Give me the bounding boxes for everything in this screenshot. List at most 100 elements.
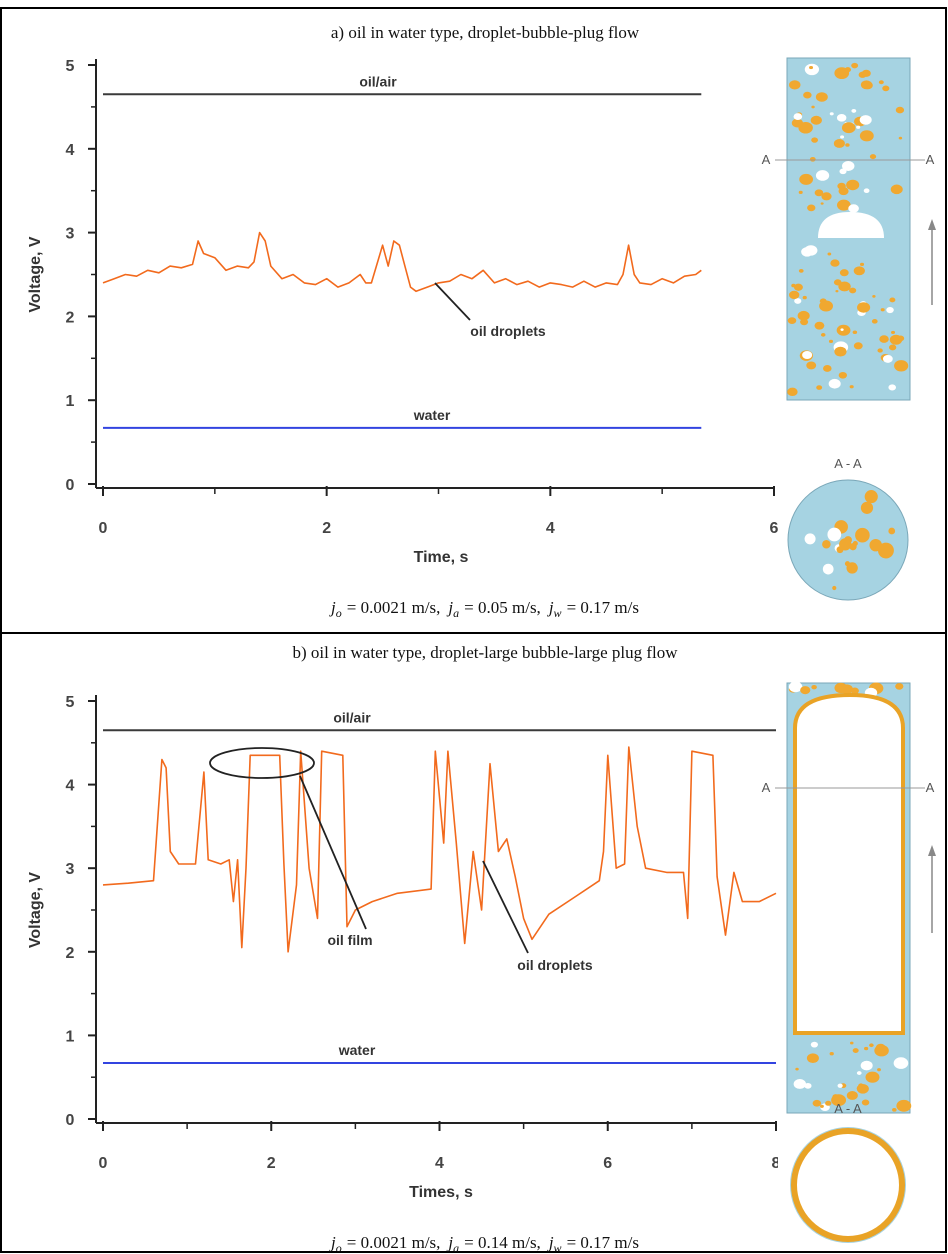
droplet xyxy=(798,190,803,194)
droplet xyxy=(865,1071,880,1083)
data-line xyxy=(102,231,702,293)
line-label: water xyxy=(338,1042,376,1058)
flow-rates: jo = 0.0021 m/s, ja = 0.14 m/s, jw = 0.17 m/s xyxy=(329,1233,639,1254)
value: = 0.0021 m/s, xyxy=(347,1233,441,1252)
panel-caption: a) oil in water type, droplet-bubble-plu… xyxy=(331,23,640,42)
y-tick-label: 3 xyxy=(66,861,75,878)
y-tick-label: 0 xyxy=(66,1112,75,1129)
droplet xyxy=(880,308,885,312)
droplet xyxy=(888,527,896,535)
section-mark: A xyxy=(762,780,771,795)
annotation: oil droplets xyxy=(517,957,593,973)
droplet xyxy=(897,335,905,342)
droplet xyxy=(820,333,826,337)
droplet xyxy=(838,281,851,292)
droplet xyxy=(877,348,883,353)
droplet xyxy=(829,112,834,116)
data-line xyxy=(102,746,777,953)
subscript: a xyxy=(453,1241,459,1254)
subscript: w xyxy=(554,1241,562,1254)
droplet xyxy=(869,1043,874,1048)
droplet xyxy=(849,1041,854,1045)
droplet xyxy=(852,330,858,335)
droplet xyxy=(789,80,801,90)
panel-caption: b) oil in water type, droplet-large bubb… xyxy=(292,643,678,662)
droplet xyxy=(809,157,816,162)
symbol: j xyxy=(547,1233,554,1252)
section-mark: A xyxy=(926,152,935,167)
droplet xyxy=(811,684,817,690)
y-tick-label: 2 xyxy=(66,945,75,962)
x-axis-label: Times, s xyxy=(409,1184,473,1201)
droplet xyxy=(882,354,893,363)
subscript: a xyxy=(453,606,459,620)
leader-line xyxy=(434,282,471,321)
droplet xyxy=(841,122,856,134)
droplet xyxy=(888,384,897,391)
droplet xyxy=(860,80,873,90)
droplet xyxy=(793,113,803,121)
y-tick-label: 3 xyxy=(66,226,75,243)
droplet xyxy=(858,71,867,78)
droplet xyxy=(895,106,905,114)
x-tick-label: 4 xyxy=(546,520,555,537)
droplet xyxy=(834,346,847,357)
y-tick-label: 5 xyxy=(66,58,75,75)
droplet xyxy=(815,170,830,181)
section-mark: A xyxy=(926,780,935,795)
droplet xyxy=(889,297,896,303)
droplet xyxy=(851,62,859,69)
x-tick-label: 6 xyxy=(770,520,779,537)
annotation: oil droplets xyxy=(470,323,546,339)
droplet xyxy=(832,585,837,591)
droplet xyxy=(882,85,890,92)
droplet xyxy=(827,252,832,256)
droplet xyxy=(839,538,852,551)
droplet xyxy=(851,108,857,113)
droplet xyxy=(894,360,909,372)
droplet xyxy=(861,1099,870,1106)
x-tick-label: 0 xyxy=(99,520,108,537)
schematic: A A A - A xyxy=(762,50,943,620)
droplet xyxy=(802,295,807,300)
droplet xyxy=(856,125,861,129)
droplet xyxy=(828,339,834,344)
droplet xyxy=(877,1068,881,1072)
droplet xyxy=(831,1094,847,1107)
x-tick-label: 8 xyxy=(772,1155,781,1172)
droplet xyxy=(838,371,847,379)
droplet xyxy=(895,683,904,690)
droplet xyxy=(830,259,840,267)
line-label: oil/air xyxy=(333,709,371,725)
y-tick-label: 4 xyxy=(66,142,75,159)
droplet xyxy=(850,687,859,695)
y-axis-label: Voltage, V xyxy=(27,236,44,312)
value: = 0.17 m/s xyxy=(567,1233,639,1252)
droplet xyxy=(891,330,896,335)
arrow-head xyxy=(928,845,936,856)
droplet xyxy=(835,289,839,293)
droplet xyxy=(844,561,851,567)
leader-line xyxy=(482,860,529,954)
droplet xyxy=(836,324,851,336)
droplet xyxy=(787,387,798,397)
y-tick-label: 1 xyxy=(66,1028,75,1045)
panel: b) oil in water type, droplet-large bubb… xyxy=(27,643,943,1254)
droplet xyxy=(855,527,870,543)
droplet xyxy=(787,317,797,325)
symbol: j xyxy=(446,598,453,617)
droplet xyxy=(804,1082,812,1089)
subscript: o xyxy=(336,1241,342,1254)
droplet xyxy=(878,80,884,85)
y-tick-label: 5 xyxy=(66,694,75,711)
droplet xyxy=(877,542,894,559)
droplet xyxy=(816,385,823,390)
section-mark: A xyxy=(762,152,771,167)
droplet xyxy=(799,173,814,185)
x-tick-label: 6 xyxy=(603,1155,612,1172)
droplet xyxy=(791,118,803,128)
droplet xyxy=(840,684,853,695)
droplet xyxy=(874,1044,889,1057)
droplet xyxy=(823,365,832,372)
droplet xyxy=(827,527,842,542)
